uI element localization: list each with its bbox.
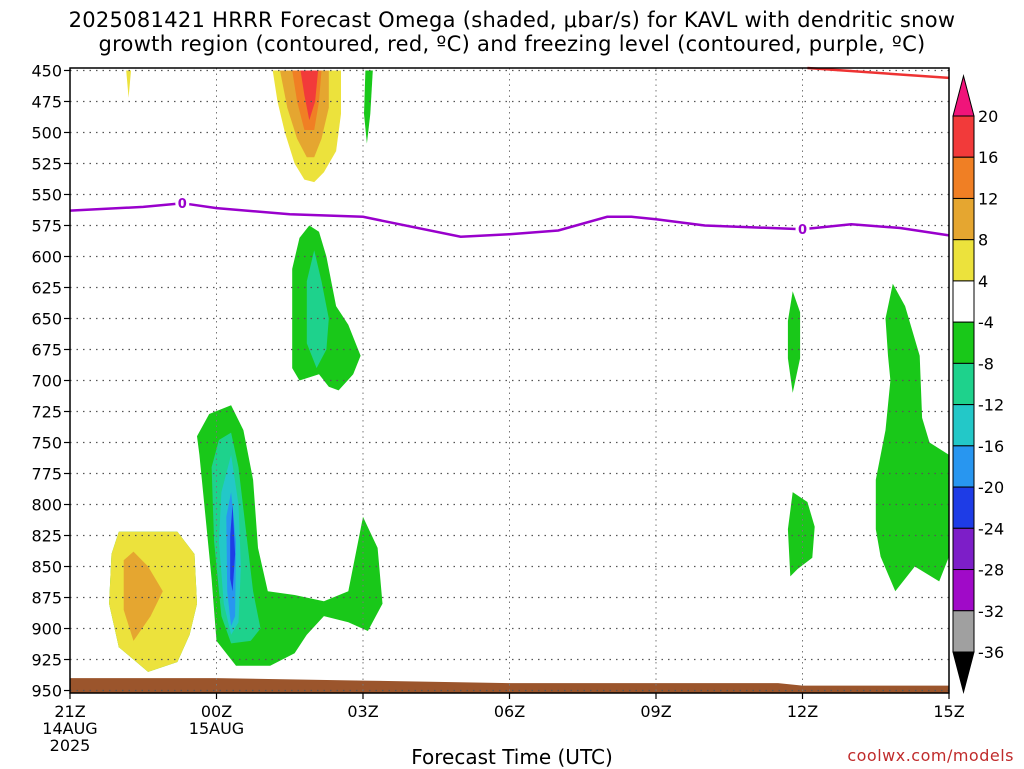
colorbar-band-8 xyxy=(952,404,975,447)
colorbar-band-6 xyxy=(952,321,975,364)
omega-region-5 xyxy=(364,70,373,144)
y-tick-label-950: 950 xyxy=(31,682,62,701)
colorbar-label-12: -32 xyxy=(978,602,1004,621)
colorbar-band-5 xyxy=(952,280,975,323)
freezing-level-label-1: 0 xyxy=(798,223,807,238)
omega-region-17 xyxy=(787,492,815,577)
colorbar-label-7: -12 xyxy=(978,396,1004,415)
colorbar-band-2 xyxy=(952,156,975,199)
colorbar-label-1: 16 xyxy=(978,148,998,167)
x-tick-label-9-0: 06Z xyxy=(494,702,525,721)
y-tick-label-450: 450 xyxy=(31,61,62,80)
y-tick-label-750: 750 xyxy=(31,434,62,453)
omega-shading xyxy=(70,70,949,693)
y-tick-label-550: 550 xyxy=(31,185,62,204)
omega-region-15 xyxy=(123,551,163,641)
y-tick-label-500: 500 xyxy=(31,123,62,142)
title-line-2: growth region (contoured, red, ºC) and f… xyxy=(98,32,926,56)
omega-region-16 xyxy=(787,291,801,393)
colorbar-band-7 xyxy=(952,362,975,406)
y-tick-label-525: 525 xyxy=(31,154,62,173)
y-tick-label-875: 875 xyxy=(31,589,62,608)
chart-title: 2025081421 HRRR Forecast Omega (shaded, … xyxy=(0,8,1024,56)
colorbar-label-8: -16 xyxy=(978,437,1004,456)
colorbar-bottom-arrow xyxy=(952,651,975,694)
x-tick-label-12-0: 09Z xyxy=(640,702,671,721)
x-tick-label-18-0: 15Z xyxy=(933,702,964,721)
colorbar-label-2: 12 xyxy=(978,189,998,208)
freezing-level-label-0: 0 xyxy=(178,197,187,212)
omega-region-7 xyxy=(306,250,329,369)
ground-fill xyxy=(70,678,949,693)
colorbar-label-0: 20 xyxy=(978,107,998,126)
colorbar-band-11 xyxy=(952,527,975,571)
colorbar-label-10: -24 xyxy=(978,519,1004,538)
credit-text: coolwx.com/models xyxy=(847,746,1014,765)
y-tick-label-925: 925 xyxy=(31,651,62,670)
y-tick-label-650: 650 xyxy=(31,309,62,328)
colorbar-band-9 xyxy=(952,445,975,488)
y-tick-label-825: 825 xyxy=(31,527,62,546)
x-tick-label-15-0: 12Z xyxy=(787,702,818,721)
x-tick-label-0-2: 2025 xyxy=(50,736,91,755)
colorbar-band-12 xyxy=(952,569,975,612)
x-tick-label-3-0: 00Z xyxy=(201,702,232,721)
colorbar-band-4 xyxy=(952,239,975,282)
x-tick-label-0-1: 14AUG xyxy=(42,719,97,738)
colorbar-label-13: -36 xyxy=(978,643,1004,662)
colorbar-top-arrow xyxy=(952,74,975,117)
colorbar-label-11: -28 xyxy=(978,561,1004,580)
freezing-label-bg-1 xyxy=(795,221,810,238)
omega-region-18 xyxy=(875,283,949,592)
colorbar-label-9: -20 xyxy=(978,478,1004,497)
y-tick-label-775: 775 xyxy=(31,465,62,484)
y-tick-label-725: 725 xyxy=(31,403,62,422)
y-tick-label-475: 475 xyxy=(31,92,62,111)
title-line-1: 2025081421 HRRR Forecast Omega (shaded, … xyxy=(68,8,956,32)
colorbar-label-4: 4 xyxy=(978,272,988,291)
colorbar-label-3: 8 xyxy=(978,231,988,250)
colorbar-label-6: -8 xyxy=(978,354,994,373)
y-tick-label-800: 800 xyxy=(31,496,62,515)
freezing-level-line xyxy=(69,201,950,238)
colorbar-band-10 xyxy=(952,486,975,529)
contour-lines: 00 xyxy=(69,66,950,238)
dgz-contour-line xyxy=(807,66,950,80)
x-tick-label-3-1: 15AUG xyxy=(189,719,244,738)
colorbar-label-5: -4 xyxy=(978,313,994,332)
omega-region-0 xyxy=(126,70,131,98)
colorbar: 20 16 12 8 4 -4 -8 -12 -16 -20 -24 -28 -32 -36 xyxy=(952,74,1004,694)
colorbar-band-13 xyxy=(952,610,975,653)
x-tick-label-0-0: 21Z xyxy=(54,702,85,721)
y-tick-label-575: 575 xyxy=(31,216,62,235)
y-tick-label-625: 625 xyxy=(31,278,62,297)
y-tick-label-600: 600 xyxy=(31,247,62,266)
omega-region-12 xyxy=(230,504,236,592)
y-axis-ticks: 450 475 500 525 550 575 600 625 650 675 700 725 750 7… xyxy=(31,61,70,701)
y-tick-label-900: 900 xyxy=(31,620,62,639)
grid-lines xyxy=(70,68,949,693)
freezing-label-bg-0 xyxy=(175,195,190,212)
colorbar-band-3 xyxy=(952,197,975,241)
omega-region-4 xyxy=(300,70,319,121)
y-tick-label-675: 675 xyxy=(31,340,62,359)
colorbar-band-1 xyxy=(952,115,975,158)
y-tick-label-700: 700 xyxy=(31,372,62,391)
y-tick-label-850: 850 xyxy=(31,558,62,577)
x-tick-label-6-0: 03Z xyxy=(347,702,378,721)
x-axis-label: Forecast Time (UTC) xyxy=(411,745,613,769)
